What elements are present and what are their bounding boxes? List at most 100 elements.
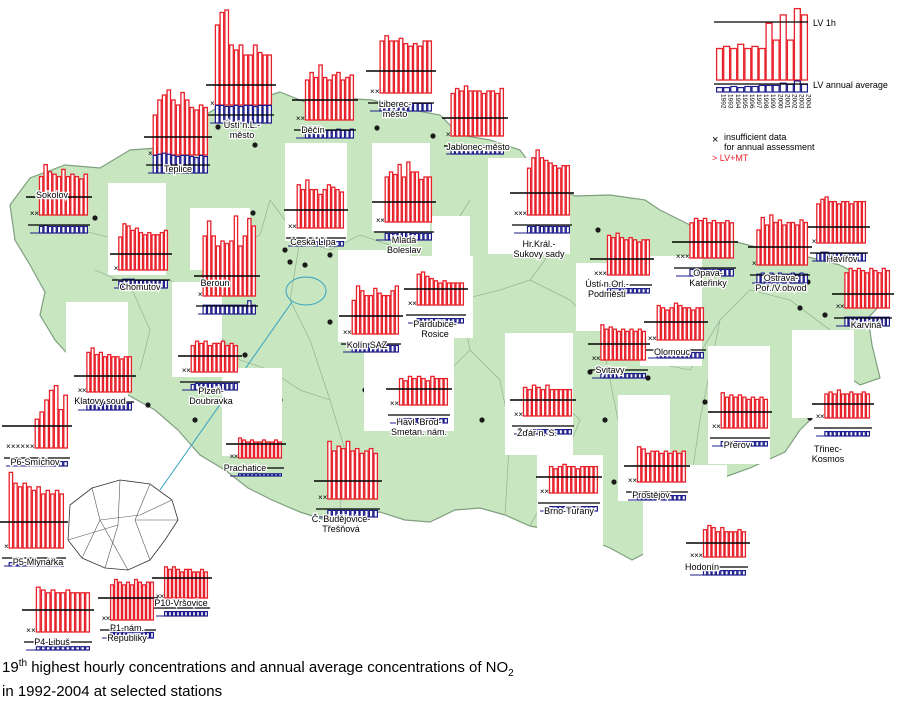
hourly-bar xyxy=(645,452,651,483)
station-label: Poř./V.obvod xyxy=(755,283,806,293)
hourly-bar xyxy=(720,222,726,259)
hourly-bar xyxy=(198,104,204,156)
hourly-bar xyxy=(733,531,738,558)
hourly-bar xyxy=(423,176,428,223)
station-dot xyxy=(611,479,617,485)
hourly-bar xyxy=(419,178,424,223)
hourly-bar xyxy=(412,377,417,406)
hourly-bar xyxy=(117,581,123,621)
annual-bar xyxy=(544,225,549,234)
station-dot xyxy=(822,312,828,318)
hourly-bar xyxy=(191,571,197,599)
insufficient-mark: × xyxy=(11,442,16,451)
insufficient-mark: × xyxy=(296,114,301,123)
station-dot xyxy=(717,279,723,285)
hourly-bar xyxy=(127,356,133,393)
annual-bar xyxy=(677,495,682,501)
hourly-bar xyxy=(619,236,625,276)
station-dot xyxy=(215,124,221,130)
hourly-bar xyxy=(31,489,37,549)
hourly-bar xyxy=(434,377,440,406)
hourly-bar xyxy=(844,272,849,309)
insufficient-mark: × xyxy=(690,551,695,560)
hourly-bar xyxy=(393,173,398,223)
hourly-bar xyxy=(665,309,670,341)
hourly-bar xyxy=(715,531,721,558)
insufficient-mark: × xyxy=(632,476,637,485)
annual-bar xyxy=(645,288,650,294)
annual-bar xyxy=(695,351,700,359)
station-dot xyxy=(645,375,651,381)
hourly-bar xyxy=(331,186,336,229)
hourly-bar xyxy=(257,441,263,459)
hourly-bar xyxy=(13,482,18,549)
annual-bar xyxy=(755,441,760,447)
annual-bar xyxy=(548,225,553,234)
hourly-bar xyxy=(803,221,809,266)
insufficient-mark: × xyxy=(156,592,161,601)
hourly-bar xyxy=(632,239,638,276)
annual-bar xyxy=(52,225,57,234)
annual-bar xyxy=(853,431,858,437)
station-label: Ústí n.L.- xyxy=(224,120,261,130)
annual-bar xyxy=(824,431,829,437)
hourly-bar xyxy=(852,269,857,309)
legend-annual-bar xyxy=(800,83,809,93)
hourly-bar xyxy=(799,219,804,266)
annual-bar xyxy=(567,429,572,435)
hourly-bar xyxy=(247,217,252,297)
annual-bar xyxy=(192,610,197,617)
station-label: Rosice xyxy=(421,329,449,339)
station-label: Přerov xyxy=(724,440,751,450)
hourly-bar xyxy=(243,54,249,106)
station-chart-klatovy-soud: × ×Klatovy soud xyxy=(73,347,136,411)
insufficient-mark: × xyxy=(288,222,293,231)
insufficient-mark: × xyxy=(598,269,603,278)
hourly-bar xyxy=(207,344,213,373)
insufficient-mark: × xyxy=(4,542,9,551)
station-chart-hodonin: × × × Hodonín xyxy=(684,524,750,576)
station-dot xyxy=(327,319,333,325)
hourly-bar xyxy=(80,592,86,633)
hourly-bar xyxy=(860,269,866,309)
hourly-bar xyxy=(659,452,664,483)
annual-bar xyxy=(327,129,332,139)
hourly-bar xyxy=(398,37,404,94)
annual-bar xyxy=(58,461,64,467)
insufficient-mark: × xyxy=(394,399,399,408)
station-label: Prostějov xyxy=(632,490,670,500)
insufficient-mark: × xyxy=(522,209,527,218)
legend-hourly-bar xyxy=(715,47,724,81)
hourly-bar xyxy=(58,408,64,449)
hourly-bar xyxy=(394,285,400,335)
station-label: Pardubice- xyxy=(413,319,457,329)
insufficient-mark: × xyxy=(30,209,35,218)
station-chart-svitavy: × ×Svitavy xyxy=(588,324,650,379)
annual-bar xyxy=(832,431,837,437)
insufficient-mark: × xyxy=(230,452,235,461)
hourly-bar xyxy=(477,90,482,137)
hourly-bar xyxy=(861,200,867,244)
hourly-bar xyxy=(341,447,346,500)
annual-bar xyxy=(840,431,846,437)
insufficient-mark: × xyxy=(106,614,111,623)
hourly-bar xyxy=(562,463,567,494)
hourly-bar xyxy=(567,388,573,417)
insufficient-mark: × xyxy=(78,386,83,395)
annual-bar xyxy=(699,351,704,359)
hourly-bar xyxy=(857,393,862,419)
hourly-bar xyxy=(865,393,871,419)
prague-district-border xyxy=(99,499,173,521)
annual-bar xyxy=(152,154,158,174)
annual-bar xyxy=(204,610,209,617)
hourly-bar xyxy=(856,267,862,309)
station-chart-kolin-saz: × × Kolín SAZ xyxy=(339,285,403,353)
annual-bar xyxy=(163,279,168,289)
hourly-bar xyxy=(695,307,700,341)
annual-bar xyxy=(836,431,842,437)
hourly-bar xyxy=(166,89,172,156)
hourly-bar xyxy=(364,450,369,500)
hourly-bar xyxy=(580,465,585,494)
